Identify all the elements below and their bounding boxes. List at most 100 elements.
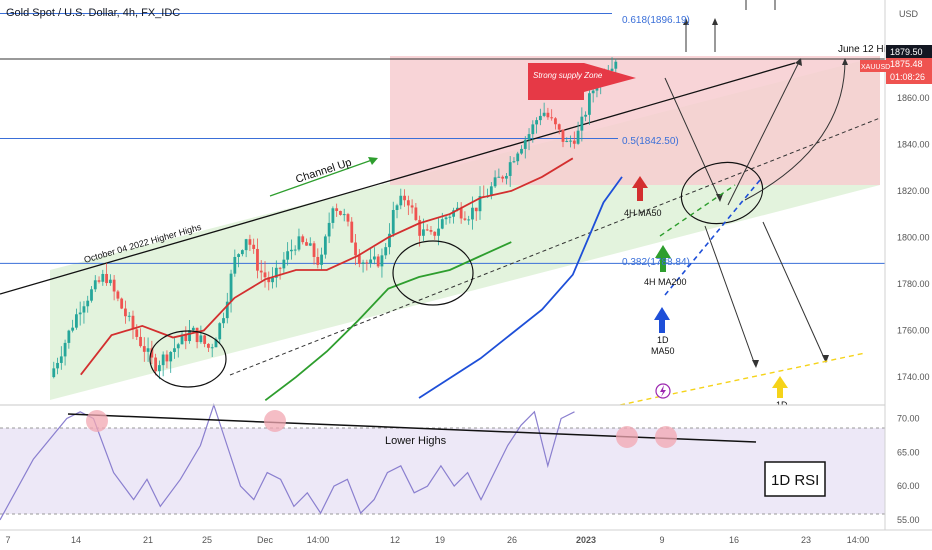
candle bbox=[452, 207, 456, 224]
candle bbox=[191, 325, 195, 331]
rsi-panel: Lower Highs 1D RSI bbox=[0, 403, 885, 530]
candle bbox=[154, 353, 158, 376]
candle bbox=[437, 217, 440, 246]
badge-high: 1879.50 bbox=[890, 47, 923, 57]
rsi-line bbox=[0, 403, 575, 521]
candle bbox=[237, 253, 240, 268]
channel-upper-line bbox=[0, 62, 796, 295]
candle bbox=[150, 340, 154, 364]
candle bbox=[391, 201, 395, 238]
price-tick-label: 1800.00 bbox=[897, 232, 930, 242]
candle bbox=[425, 224, 429, 232]
candle bbox=[406, 195, 410, 216]
candle bbox=[357, 249, 361, 268]
lower-highs-label: Lower Highs bbox=[385, 435, 447, 447]
candle bbox=[444, 215, 448, 225]
candle bbox=[59, 346, 63, 370]
candle bbox=[188, 320, 191, 344]
candle bbox=[214, 337, 218, 348]
candle bbox=[97, 276, 101, 284]
candle bbox=[339, 210, 342, 216]
candle bbox=[403, 189, 406, 207]
price-tick-label: 1780.00 bbox=[897, 279, 930, 289]
time-tick-label: 14:00 bbox=[307, 535, 330, 545]
channel-mid-dashed bbox=[229, 117, 881, 376]
candle bbox=[542, 102, 546, 118]
candle bbox=[274, 260, 278, 288]
candle bbox=[195, 327, 199, 349]
candle bbox=[376, 254, 380, 268]
candle bbox=[199, 325, 203, 344]
candle bbox=[523, 136, 527, 159]
time-axis[interactable]: 7 14 21 25 Dec 14:00 12 19 26 2023 9 16 23 14:00 bbox=[0, 529, 932, 550]
candle bbox=[120, 297, 124, 310]
candle bbox=[308, 237, 312, 247]
candle bbox=[531, 120, 535, 143]
candle bbox=[587, 85, 591, 125]
time-tick-label: 9 bbox=[659, 535, 664, 545]
candle bbox=[557, 123, 561, 135]
candle bbox=[161, 351, 165, 377]
candle bbox=[418, 215, 422, 247]
candle bbox=[478, 186, 482, 220]
candle bbox=[173, 338, 176, 359]
price-panel: Strong supply Zone 0.618(1896.19) 0.5(18… bbox=[0, 0, 897, 410]
candle bbox=[554, 117, 557, 130]
candle bbox=[259, 260, 263, 281]
candle bbox=[508, 156, 512, 187]
candle bbox=[520, 145, 523, 155]
candle bbox=[459, 202, 463, 224]
symbol-title: Gold Spot / U.S. Dollar, 4h, FX_IDC bbox=[6, 7, 181, 19]
candle bbox=[222, 312, 225, 329]
lightning-bolt bbox=[660, 385, 666, 397]
supply-zone-label: Strong supply Zone bbox=[533, 71, 603, 80]
candle bbox=[305, 238, 308, 246]
rsi-tick-label: 55.00 bbox=[897, 515, 920, 525]
candle bbox=[82, 301, 86, 324]
candle bbox=[176, 342, 180, 358]
candle bbox=[350, 217, 354, 243]
candle bbox=[467, 215, 471, 225]
candle bbox=[56, 357, 59, 375]
rsi-tick-label: 65.00 bbox=[897, 447, 920, 457]
candle bbox=[210, 343, 214, 358]
candle bbox=[71, 319, 75, 333]
ma50-1d-line bbox=[418, 176, 623, 399]
target-circle bbox=[680, 161, 764, 225]
fib-382-label: 0.382(1788.84) bbox=[622, 257, 690, 268]
ma-1d-yellow-arrow bbox=[772, 376, 788, 398]
candle bbox=[101, 269, 105, 286]
rsi-tick-label: 60.00 bbox=[897, 481, 920, 491]
candle bbox=[433, 231, 437, 240]
consolidation-circle-1 bbox=[149, 330, 227, 388]
ma50-1d-projection bbox=[664, 179, 761, 296]
time-tick-label: 23 bbox=[801, 535, 811, 545]
badge-last: 1875.48 bbox=[890, 59, 923, 69]
candle bbox=[75, 308, 78, 330]
candle bbox=[142, 337, 146, 362]
price-axis[interactable]: USD 1860.00 1840.00 1820.00 1800.00 1780.00 1… bbox=[860, 0, 932, 530]
candle bbox=[63, 339, 67, 366]
candle bbox=[233, 249, 237, 277]
projection-arrowheads bbox=[683, 18, 848, 368]
candle bbox=[180, 331, 184, 345]
candle bbox=[372, 247, 376, 265]
candle bbox=[463, 211, 467, 221]
candle bbox=[572, 131, 576, 149]
candle bbox=[112, 275, 116, 301]
ma50-1d-label-2: MA50 bbox=[651, 346, 675, 356]
time-tick-label: 12 bbox=[390, 535, 400, 545]
ma200-projection bbox=[659, 184, 736, 237]
candle bbox=[225, 292, 229, 324]
time-tick-label: 25 bbox=[202, 535, 212, 545]
candle bbox=[410, 199, 414, 214]
lower-highs-line bbox=[67, 413, 757, 443]
candle bbox=[493, 170, 497, 189]
ma50-4h-label: 4H MA50 bbox=[624, 208, 662, 218]
candle bbox=[361, 259, 365, 273]
time-axis-bg bbox=[0, 530, 932, 550]
candle bbox=[244, 238, 248, 258]
candle bbox=[546, 107, 550, 120]
candle bbox=[395, 203, 399, 219]
